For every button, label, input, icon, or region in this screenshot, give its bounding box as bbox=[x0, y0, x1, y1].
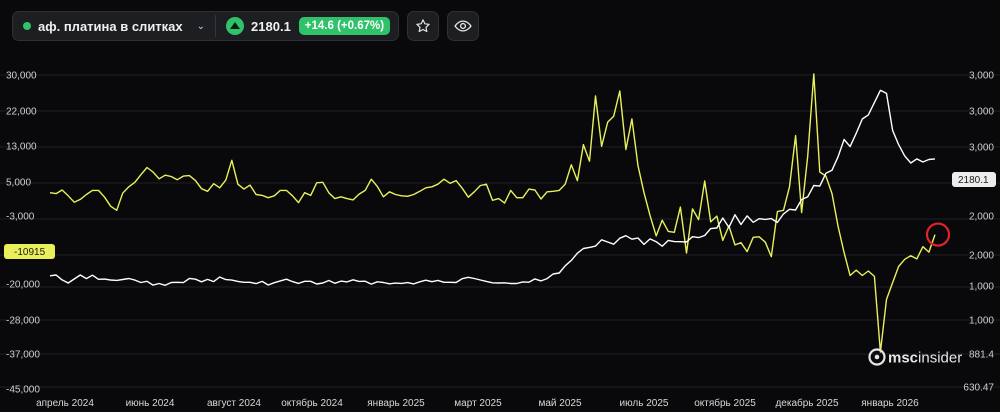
price-change-badge: +14.6 (+0.67%) bbox=[298, 17, 391, 35]
watermark-text: mscinsider bbox=[888, 350, 962, 367]
watch-button[interactable] bbox=[447, 11, 480, 41]
chevron-down-icon: ⌄ bbox=[196, 20, 206, 32]
arrow-up-icon bbox=[226, 17, 245, 35]
x-tick-label: октябрь 2024 bbox=[281, 397, 343, 409]
left-tick-label: -28,000 bbox=[6, 316, 40, 327]
right-tick-label: 3,000 bbox=[969, 71, 994, 82]
right-tick-label: 881.4 bbox=[969, 350, 994, 361]
current-right-label: 2180.1 bbox=[958, 175, 989, 186]
right-tick-label: 630.47 bbox=[963, 383, 994, 394]
grid bbox=[0, 74, 1000, 388]
x-axis: апрель 2024 июнь 2024 август 2024 октябрь 2… bbox=[36, 397, 919, 409]
left-axis: 30,000 22,000 13,000 5,000 -3,000 -20,000 -28,… bbox=[6, 71, 40, 396]
watermark-logo-dot bbox=[874, 354, 880, 360]
left-tick-label: -3,000 bbox=[6, 212, 35, 223]
x-tick-label: декабрь 2025 bbox=[775, 397, 839, 409]
eye-icon bbox=[454, 20, 472, 32]
x-tick-label: август 2024 bbox=[207, 398, 261, 409]
left-tick-label: 30,000 bbox=[6, 71, 37, 82]
right-tick-label: 3,000 bbox=[969, 107, 994, 118]
right-tick-label: 1,000 bbox=[969, 316, 994, 327]
right-tick-label: 2,000 bbox=[969, 251, 994, 262]
right-tick-label: 2,000 bbox=[969, 212, 994, 223]
x-tick-label: июль 2025 bbox=[620, 398, 669, 409]
highlight-circle bbox=[925, 222, 951, 247]
x-tick-label: октябрь 2025 bbox=[694, 397, 756, 409]
left-tick-label: -37,000 bbox=[6, 350, 40, 361]
current-price: 2180.1 bbox=[251, 18, 291, 34]
x-tick-label: апрель 2024 bbox=[36, 398, 94, 409]
right-tick-label: 3,000 bbox=[969, 143, 994, 154]
current-left-badge bbox=[4, 244, 55, 259]
x-tick-label: июнь 2024 bbox=[126, 398, 175, 409]
divider bbox=[215, 15, 217, 37]
value-badges: -10915 2180.1 bbox=[4, 172, 996, 259]
symbol-selector[interactable]: аф. платина в слитках ⌄ 2180.1 +14.6 (+0… bbox=[12, 11, 400, 41]
right-axis: 3,000 3,000 3,000 2,000 2,000 1,000 1,000 881.4… bbox=[963, 71, 994, 394]
left-tick-label: 13,000 bbox=[6, 142, 37, 153]
watermark-prefix: msc bbox=[888, 350, 918, 367]
status-dot bbox=[23, 22, 31, 30]
right-tick-label: 1,000 bbox=[969, 282, 994, 293]
symbol-name: аф. платина в слитках bbox=[38, 18, 183, 34]
watermark-suffix: insider bbox=[918, 350, 962, 367]
series-line-1 bbox=[49, 89, 936, 286]
favorite-button[interactable] bbox=[407, 11, 440, 41]
toolbar: аф. платина в слитках ⌄ 2180.1 +14.6 (+0… bbox=[12, 11, 480, 43]
star-icon bbox=[416, 19, 430, 33]
left-tick-label: -45,000 bbox=[6, 385, 40, 396]
left-tick-label: 5,000 bbox=[6, 178, 31, 189]
series-line-0 bbox=[49, 73, 936, 353]
x-tick-label: январь 2026 bbox=[861, 398, 919, 409]
current-left-label: -10915 bbox=[14, 247, 46, 258]
x-tick-label: май 2025 bbox=[538, 398, 581, 409]
x-tick-label: март 2025 bbox=[454, 398, 502, 409]
watermark: mscinsider bbox=[868, 348, 962, 367]
current-right-badge bbox=[952, 172, 996, 187]
highlight-layer bbox=[925, 222, 951, 247]
series-layer bbox=[49, 73, 936, 353]
left-tick-label: 22,000 bbox=[6, 107, 37, 118]
left-tick-label: -20,000 bbox=[6, 280, 40, 291]
x-tick-label: январь 2025 bbox=[367, 398, 425, 409]
watermark-logo-icon bbox=[868, 348, 886, 366]
